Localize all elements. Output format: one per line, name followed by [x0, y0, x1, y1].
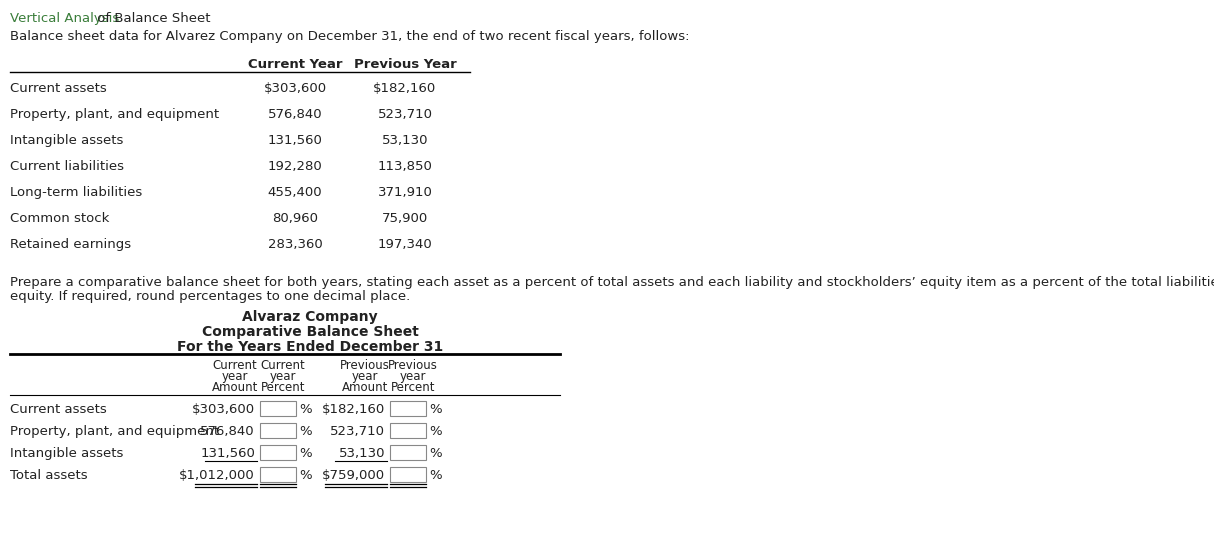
Text: 576,840: 576,840 [268, 108, 322, 121]
Text: 113,850: 113,850 [378, 160, 432, 173]
Text: of Balance Sheet: of Balance Sheet [93, 12, 210, 25]
Text: equity. If required, round percentages to one decimal place.: equity. If required, round percentages t… [10, 290, 410, 303]
Text: year: year [352, 370, 379, 383]
Text: Comparative Balance Sheet: Comparative Balance Sheet [202, 325, 419, 339]
Text: $182,160: $182,160 [374, 82, 437, 95]
Text: Previous Year: Previous Year [353, 58, 456, 71]
Text: %: % [429, 425, 442, 438]
Text: 80,960: 80,960 [272, 212, 318, 225]
Text: 192,280: 192,280 [267, 160, 323, 173]
Bar [260, 423, 296, 438]
Text: For the Years Ended December 31: For the Years Ended December 31 [177, 340, 443, 354]
Text: 283,360: 283,360 [267, 238, 323, 251]
Text: $759,000: $759,000 [322, 469, 385, 482]
Text: $303,600: $303,600 [263, 82, 327, 95]
Text: year: year [270, 370, 296, 383]
Text: 131,560: 131,560 [267, 134, 323, 147]
Text: %: % [429, 403, 442, 416]
Text: Previous: Previous [340, 359, 390, 372]
Text: Amount: Amount [342, 381, 388, 394]
Text: 53,130: 53,130 [381, 134, 429, 147]
Bar [260, 467, 296, 482]
Text: Current: Current [261, 359, 306, 372]
Text: Long-term liabilities: Long-term liabilities [10, 186, 142, 199]
Text: 53,130: 53,130 [339, 447, 385, 460]
Text: %: % [299, 447, 312, 460]
Text: %: % [299, 469, 312, 482]
Text: Balance sheet data for Alvarez Company on December 31, the end of two recent fis: Balance sheet data for Alvarez Company o… [10, 30, 690, 43]
Text: Property, plant, and equipment: Property, plant, and equipment [10, 108, 219, 121]
Text: year: year [399, 370, 426, 383]
Text: %: % [299, 403, 312, 416]
Text: %: % [299, 425, 312, 438]
Text: Alvaraz Company: Alvaraz Company [242, 310, 378, 324]
Text: %: % [429, 469, 442, 482]
Text: Intangible assets: Intangible assets [10, 134, 124, 147]
Text: 197,340: 197,340 [378, 238, 432, 251]
Text: Percent: Percent [391, 381, 436, 394]
Text: Intangible assets: Intangible assets [10, 447, 124, 460]
Text: 455,400: 455,400 [268, 186, 322, 199]
Text: $303,600: $303,600 [192, 403, 255, 416]
Text: Prepare a comparative balance sheet for both years, stating each asset as a perc: Prepare a comparative balance sheet for … [10, 276, 1214, 289]
Bar [390, 467, 426, 482]
Text: 523,710: 523,710 [330, 425, 385, 438]
Text: 131,560: 131,560 [200, 447, 255, 460]
Text: 576,840: 576,840 [200, 425, 255, 438]
Text: Property, plant, and equipment: Property, plant, and equipment [10, 425, 219, 438]
Text: $1,012,000: $1,012,000 [180, 469, 255, 482]
Text: 523,710: 523,710 [378, 108, 432, 121]
Text: Previous: Previous [388, 359, 438, 372]
Text: Current: Current [212, 359, 257, 372]
Text: Current assets: Current assets [10, 82, 107, 95]
Text: Amount: Amount [211, 381, 259, 394]
Text: Common stock: Common stock [10, 212, 109, 225]
Text: Current assets: Current assets [10, 403, 107, 416]
Text: year: year [222, 370, 248, 383]
Bar [390, 401, 426, 416]
Bar [260, 401, 296, 416]
Text: Total assets: Total assets [10, 469, 87, 482]
Text: Percent: Percent [261, 381, 305, 394]
Text: 75,900: 75,900 [382, 212, 429, 225]
Text: 371,910: 371,910 [378, 186, 432, 199]
Text: Vertical Analysis: Vertical Analysis [10, 12, 119, 25]
Text: $182,160: $182,160 [322, 403, 385, 416]
Text: Retained earnings: Retained earnings [10, 238, 131, 251]
Text: Current Year: Current Year [248, 58, 342, 71]
Bar [390, 423, 426, 438]
Text: Current liabilities: Current liabilities [10, 160, 124, 173]
Bar [390, 445, 426, 460]
Bar [260, 445, 296, 460]
Text: %: % [429, 447, 442, 460]
